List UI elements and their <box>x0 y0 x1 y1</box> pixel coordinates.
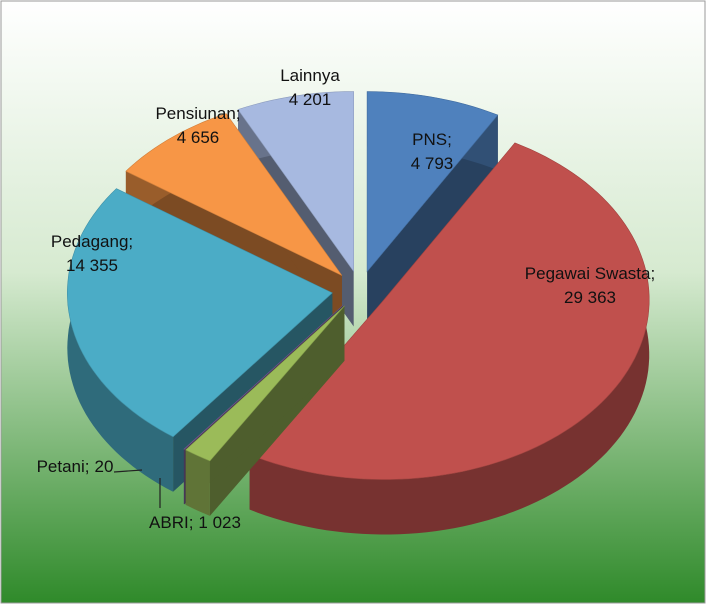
data-label: Petani; 20 <box>37 457 114 476</box>
value-label: 29 363 <box>564 288 616 307</box>
slice <box>125 113 343 276</box>
slice-wall <box>183 449 185 505</box>
slice <box>66 188 333 492</box>
data-label: PNS; 4 793 <box>411 130 454 173</box>
category-label: Petani; <box>37 457 90 476</box>
slice-side <box>185 305 345 505</box>
category-label: Pedagang; <box>51 232 133 251</box>
leader-line <box>113 469 143 473</box>
pie <box>66 91 650 535</box>
slice <box>366 91 499 273</box>
slice <box>185 305 345 516</box>
data-label: Pedagang; 14 355 <box>51 232 133 275</box>
data-label: ABRI; 1 023 <box>149 513 241 532</box>
category-label: ABRI; <box>149 513 193 532</box>
value-label: 14 355 <box>66 256 118 275</box>
slice <box>66 188 333 438</box>
data-label: Pegawai Swasta; 29 363 <box>525 264 655 307</box>
category-label: PNS; <box>412 130 452 149</box>
slice <box>237 91 354 273</box>
slice <box>249 142 650 535</box>
value-label: 1 023 <box>198 513 241 532</box>
slice <box>366 91 499 327</box>
data-label: Pensiunan; 4 656 <box>155 104 240 147</box>
slice-side <box>367 115 498 327</box>
value-label: 20 <box>95 457 114 476</box>
slice <box>183 304 344 450</box>
slice <box>249 142 650 480</box>
category-label: Lainnya <box>280 66 340 85</box>
labels: PNS; 4 793 Pegawai Swasta; 29 363 ABRI; 1 023… <box>37 66 656 532</box>
category-label: Pensiunan; <box>155 104 240 123</box>
category-label: Pegawai Swasta; <box>525 264 655 283</box>
value-label: 4 656 <box>177 128 220 147</box>
slice-wall <box>185 449 210 516</box>
value-label: 4 793 <box>411 154 454 173</box>
data-label: Lainnya 4 201 <box>280 66 340 109</box>
slice-wall <box>249 142 650 535</box>
slice <box>185 305 345 462</box>
value-label: 4 201 <box>289 90 332 109</box>
